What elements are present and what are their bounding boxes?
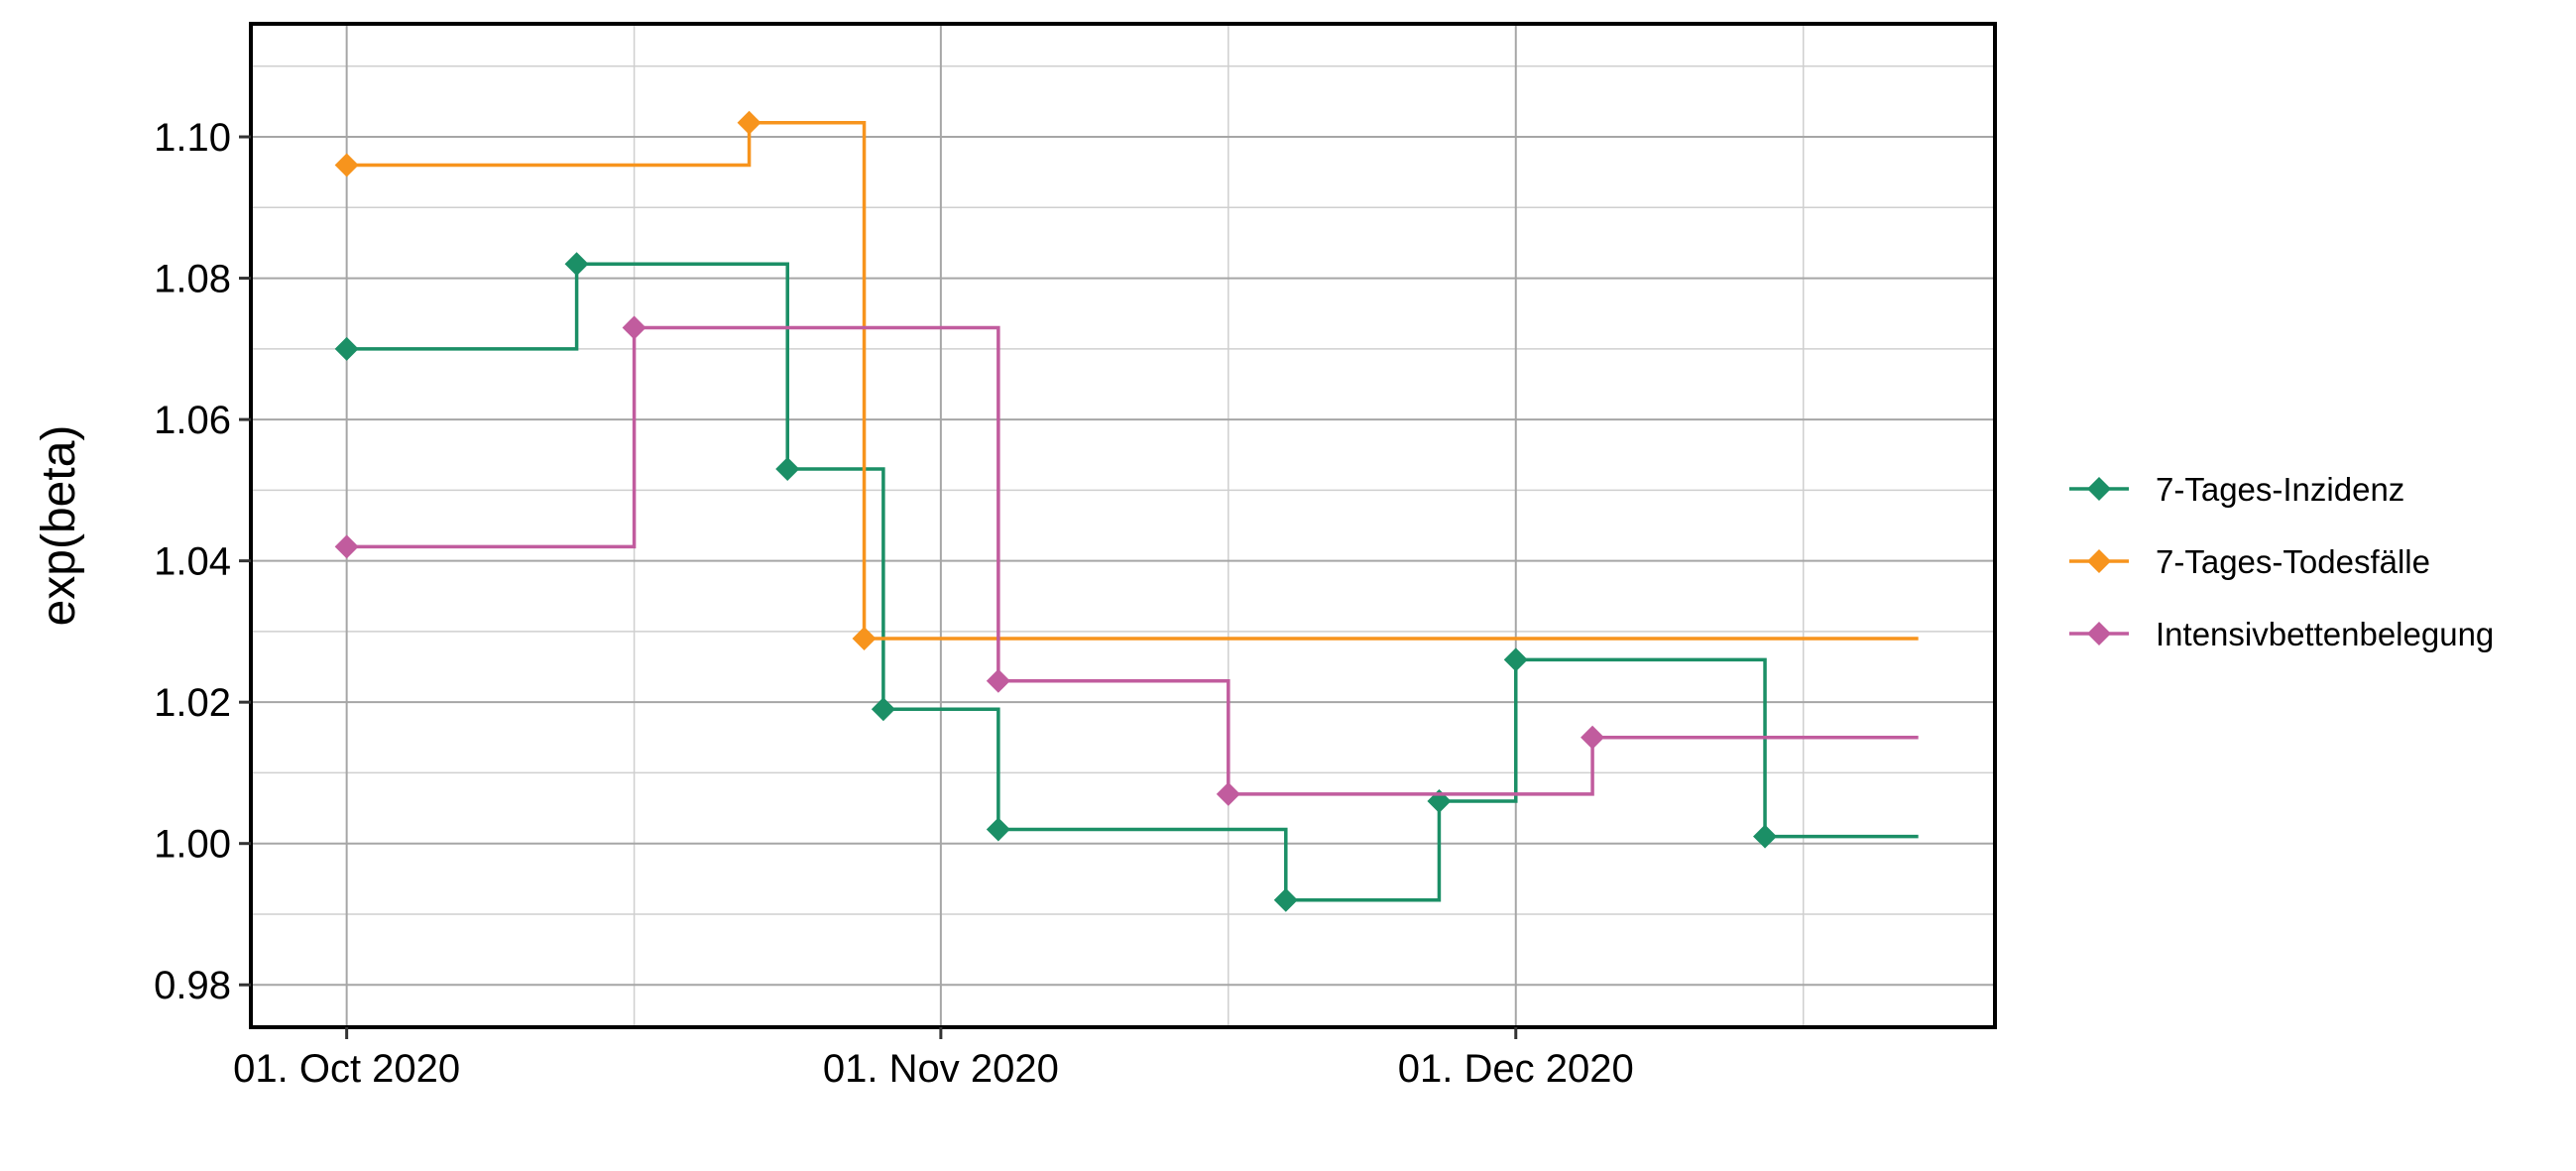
data-point [564, 252, 589, 277]
x-tick-label: 01. Nov 2020 [823, 1047, 1059, 1091]
data-point [334, 153, 359, 177]
data-point [986, 817, 1010, 842]
y-tick-label: 1.04 [154, 540, 231, 584]
y-tick-label: 1.08 [154, 258, 231, 301]
legend-label: 7-Tages-Todesfälle [2156, 543, 2430, 580]
x-tick-label: 01. Dec 2020 [1398, 1047, 1634, 1091]
axis-labels: 0.98 1.00 1.02 1.04 1.06 1.08 1.10 01. Oct 2020… [154, 116, 1634, 1091]
series-2 [334, 315, 1919, 806]
series-line [346, 262, 1919, 902]
x-tick-label: 01. Oct 2020 [233, 1047, 460, 1091]
data-point [1216, 781, 1240, 806]
legend-key-marker [2087, 477, 2111, 501]
data-point [334, 534, 359, 559]
series-0 [334, 252, 1919, 912]
legend-item: 7-Tages-Todesfälle [2069, 543, 2430, 580]
y-tick-label: 0.98 [154, 964, 231, 1007]
data-point [737, 110, 761, 135]
data-point [622, 315, 646, 340]
data-point [1753, 824, 1778, 849]
y-tick-label: 1.02 [154, 681, 231, 725]
legend-key-marker [2087, 622, 2111, 645]
legend-item: Intensivbettenbelegung [2069, 616, 2494, 652]
y-tick-label: 1.00 [154, 823, 231, 867]
axis-ticks [239, 135, 1518, 1039]
data-point [775, 456, 800, 481]
data-point [852, 627, 877, 651]
grid-major [251, 24, 1995, 1027]
series-layer [334, 110, 1919, 912]
legend-key-marker [2087, 549, 2111, 573]
legend: 7-Tages-Inzidenz 7-Tages-Todesfälle Intens… [2069, 471, 2494, 652]
data-point [1273, 887, 1298, 912]
series-1 [334, 110, 1919, 651]
data-point [1503, 647, 1528, 672]
legend-label: 7-Tages-Inzidenz [2156, 471, 2404, 508]
plot-frame [249, 22, 1997, 1029]
data-point [1581, 725, 1605, 750]
data-point [871, 697, 895, 722]
legend-label: Intensivbettenbelegung [2156, 616, 2494, 652]
y-tick-label: 1.06 [154, 399, 231, 442]
series-line [346, 121, 1919, 641]
data-point [334, 336, 359, 361]
grid-minor [251, 24, 1995, 1027]
series-line [346, 325, 1919, 796]
y-tick-label: 1.10 [154, 116, 231, 160]
y-axis-title: exp(beta) [33, 425, 85, 627]
data-point [986, 668, 1010, 693]
legend-item: 7-Tages-Inzidenz [2069, 471, 2404, 508]
